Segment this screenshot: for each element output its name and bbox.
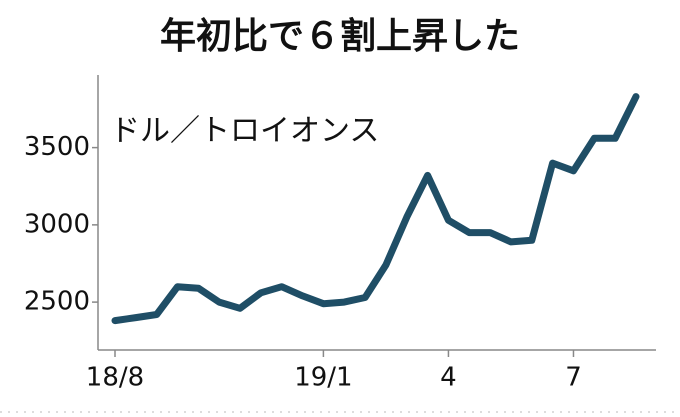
annotation: ドル／トロイオンス — [110, 114, 379, 149]
x-tick-label: 19/1 — [294, 363, 352, 393]
x-tick-label: 4 — [440, 363, 457, 393]
x-tick-label: 18/8 — [86, 363, 144, 393]
series-line — [111, 93, 640, 325]
y-tick-label: 2500 — [24, 287, 90, 317]
y-tick-label: 3500 — [24, 132, 90, 162]
chart-title: 年初比で６割上昇した — [160, 16, 520, 57]
y-tick-label: 3000 — [24, 209, 90, 239]
x-tick-label: 7 — [565, 363, 582, 393]
